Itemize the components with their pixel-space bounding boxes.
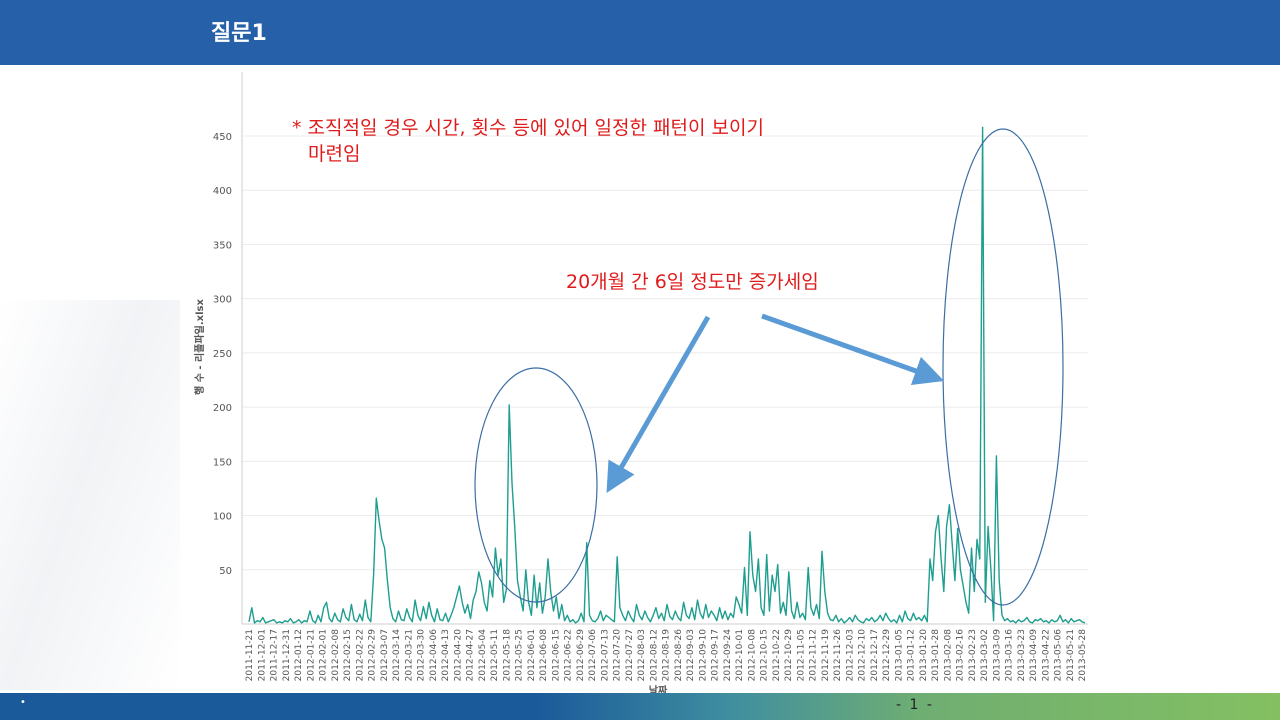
grid-lines bbox=[242, 135, 1088, 571]
x-tick-label: 2012-04-06 bbox=[429, 629, 439, 682]
x-tick-label: 2012-11-19 bbox=[821, 629, 831, 682]
y-tick-label: 200 bbox=[213, 403, 232, 414]
x-tick-label: 2013-01-28 bbox=[931, 629, 941, 682]
x-tick-label: 2012-02-29 bbox=[368, 629, 378, 682]
x-tick-label: 2013-01-12 bbox=[907, 629, 917, 681]
x-tick-label: 2012-04-20 bbox=[453, 629, 463, 682]
x-tick-label: 2012-04-13 bbox=[441, 629, 451, 681]
x-tick-label: 2013-01-05 bbox=[894, 629, 904, 681]
x-tick-label: 2013-04-09 bbox=[1029, 629, 1039, 682]
x-tick-label: 2013-04-22 bbox=[1041, 629, 1051, 681]
x-tick-label: 2012-03-14 bbox=[392, 629, 402, 682]
x-tick-label: 2012-02-01 bbox=[319, 629, 329, 681]
x-tick-labels: 2011-11-21 2011-12-01 2011-12-17 2011-12-31… bbox=[245, 629, 1088, 682]
y-tick-label: 150 bbox=[213, 457, 232, 468]
x-tick-label: 2012-10-01 bbox=[735, 629, 745, 681]
x-tick-label: 2012-09-03 bbox=[686, 629, 696, 681]
x-tick-label: 2012-05-11 bbox=[490, 629, 500, 681]
annotation-callout: 20개월 간 6일 정도만 증가세임 bbox=[566, 271, 819, 293]
x-tick-label: 2013-03-09 bbox=[992, 629, 1002, 682]
x-tick-label: 2012-05-04 bbox=[478, 629, 488, 682]
x-tick-label: 2012-06-01 bbox=[527, 629, 537, 681]
x-tick-label: 2012-12-17 bbox=[870, 629, 880, 681]
x-tick-label: 2012-10-29 bbox=[784, 629, 794, 682]
x-tick-label: 2011-12-31 bbox=[282, 629, 292, 681]
y-tick-label: 300 bbox=[213, 295, 232, 306]
x-tick-label: 2012-12-03 bbox=[845, 629, 855, 681]
x-tick-label: 2013-02-16 bbox=[956, 629, 966, 682]
x-tick-label: 2013-05-28 bbox=[1078, 629, 1088, 682]
x-tick-label: 2013-03-23 bbox=[1017, 629, 1027, 681]
x-tick-label: 2012-06-22 bbox=[564, 629, 574, 681]
footer-bar: • - 1 - bbox=[0, 693, 1280, 720]
x-tick-label: 2012-11-12 bbox=[809, 629, 819, 681]
x-tick-label: 2012-07-06 bbox=[588, 629, 598, 682]
x-tick-label: 2011-12-01 bbox=[257, 629, 267, 681]
header-bar: 질문1 bbox=[0, 0, 1280, 65]
x-tick-label: 2013-01-20 bbox=[919, 629, 929, 682]
x-tick-label: 2012-05-18 bbox=[502, 629, 512, 682]
series-line bbox=[248, 126, 1086, 624]
x-tick-label: 2012-03-07 bbox=[380, 629, 390, 681]
x-tick-label: 2011-12-17 bbox=[270, 629, 280, 681]
x-tick-label: 2012-10-15 bbox=[760, 629, 770, 681]
x-tick-label: 2011-11-21 bbox=[245, 629, 255, 681]
y-tick-label: 100 bbox=[213, 512, 232, 523]
x-tick-label: 2012-02-22 bbox=[355, 629, 365, 681]
x-tick-label: 2012-12-29 bbox=[882, 629, 892, 682]
x-tick-label: 2012-06-15 bbox=[551, 629, 561, 681]
x-tick-label: 2012-08-19 bbox=[662, 629, 672, 682]
arrow-left bbox=[606, 315, 711, 493]
annotation-note-line1: * 조직적일 경우 시간, 횟수 등에 있어 일정한 패턴이 보이기 bbox=[292, 117, 764, 139]
x-tick-label: 2013-02-23 bbox=[968, 629, 978, 681]
annotation-note-line2: 마련임 bbox=[308, 143, 360, 165]
arrow-right bbox=[761, 313, 945, 386]
x-tick-label: 2012-01-12 bbox=[294, 629, 304, 681]
page-title: 질문1 bbox=[211, 21, 267, 46]
x-tick-label: 2012-03-21 bbox=[404, 629, 414, 681]
y-tick-label: 250 bbox=[213, 349, 232, 360]
y-tick-label: 450 bbox=[213, 132, 232, 143]
x-tick-label: 2012-07-20 bbox=[613, 629, 623, 682]
y-tick-label: 400 bbox=[213, 186, 232, 197]
x-tick-label: 2012-10-22 bbox=[772, 629, 782, 681]
x-tick-label: 2012-02-08 bbox=[331, 629, 341, 682]
x-tick-label: 2013-02-08 bbox=[943, 629, 953, 682]
y-tick-label: 50 bbox=[219, 566, 232, 577]
x-tick-label: 2012-07-27 bbox=[625, 629, 635, 681]
x-tick-label: 2012-02-15 bbox=[343, 629, 353, 681]
x-tick-label: 2012-05-25 bbox=[515, 629, 525, 681]
x-tick-label: 2013-03-02 bbox=[980, 629, 990, 681]
x-tick-label: 2012-09-17 bbox=[711, 629, 721, 681]
x-tick-label: 2012-10-08 bbox=[747, 629, 757, 682]
x-tick-label: 2012-07-13 bbox=[600, 629, 610, 681]
y-axis-label: 행 수 - 리플파일.xlsx bbox=[193, 299, 206, 395]
background-glow bbox=[0, 300, 180, 690]
x-tick-label: 2012-09-10 bbox=[698, 629, 708, 682]
x-tick-label: 2012-12-10 bbox=[858, 629, 868, 682]
x-tick-label: 2012-06-08 bbox=[539, 629, 549, 682]
x-tick-label: 2012-06-29 bbox=[576, 629, 586, 682]
page-number: - 1 - bbox=[896, 697, 934, 713]
x-tick-label: 2012-08-12 bbox=[649, 629, 659, 681]
x-tick-label: 2012-04-27 bbox=[466, 629, 476, 681]
highlight-ellipse-march bbox=[942, 128, 1064, 606]
x-tick-label: 2012-08-26 bbox=[674, 629, 684, 682]
x-tick-label: 2012-11-05 bbox=[796, 629, 806, 681]
y-tick-label: 350 bbox=[213, 240, 232, 251]
x-tick-label: 2012-11-26 bbox=[833, 629, 843, 682]
y-tick-labels: 50 100 150 200 250 300 350 400 450 bbox=[213, 132, 232, 577]
x-tick-label: 2013-03-16 bbox=[1005, 629, 1015, 682]
x-tick-label: 2012-03-30 bbox=[417, 629, 427, 682]
x-tick-label: 2013-05-06 bbox=[1054, 629, 1064, 682]
highlight-ellipse-june bbox=[474, 367, 598, 603]
x-tick-label: 2012-09-24 bbox=[723, 629, 733, 682]
footer-bullet: • bbox=[20, 697, 26, 708]
x-tick-label: 2013-05-21 bbox=[1066, 629, 1076, 681]
x-tick-label: 2012-01-21 bbox=[306, 629, 316, 681]
x-tick-label: 2012-08-03 bbox=[637, 629, 647, 681]
